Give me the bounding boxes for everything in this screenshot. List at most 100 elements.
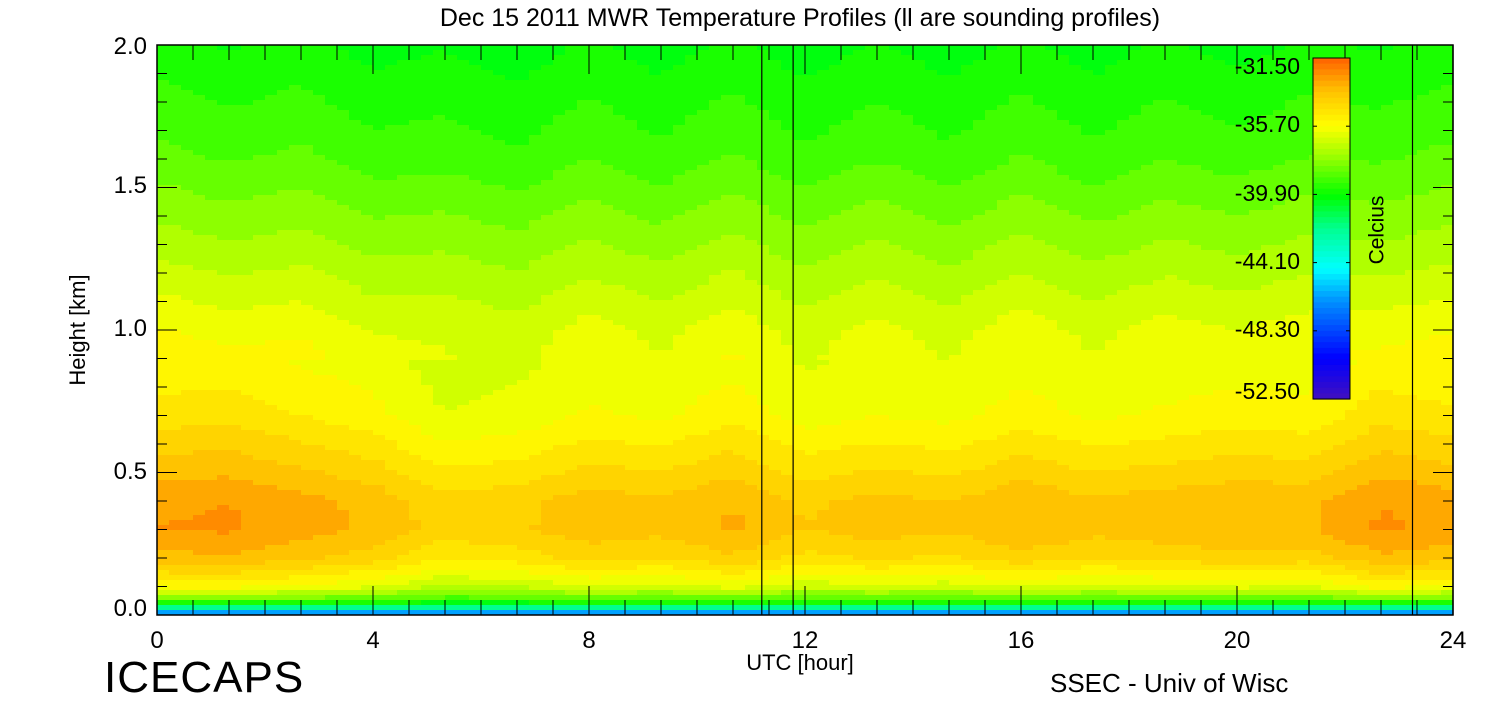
heatmap-cell xyxy=(361,50,374,56)
heatmap-cell xyxy=(481,380,494,386)
heatmap-cell xyxy=(505,180,518,186)
heatmap-cell xyxy=(625,70,638,76)
heatmap-cell xyxy=(457,100,470,106)
heatmap-cell xyxy=(517,595,530,601)
heatmap-cell xyxy=(181,150,194,156)
heatmap-cell xyxy=(517,350,530,356)
heatmap-cell xyxy=(205,115,218,121)
heatmap-cell xyxy=(397,350,410,356)
heatmap-cell xyxy=(337,435,350,441)
heatmap-cell xyxy=(205,355,218,361)
heatmap-cell xyxy=(445,605,458,611)
heatmap-cell xyxy=(169,50,182,56)
heatmap-cell xyxy=(169,365,182,371)
heatmap-cell xyxy=(421,400,434,406)
heatmap-cell xyxy=(313,250,326,256)
heatmap-cell xyxy=(493,430,506,436)
heatmap-cell xyxy=(337,605,350,611)
heatmap-cell xyxy=(253,440,266,446)
heatmap-cell xyxy=(397,165,410,171)
heatmap-cell xyxy=(505,255,518,261)
heatmap-cell xyxy=(565,65,578,71)
heatmap-cell xyxy=(481,535,494,541)
heatmap-cell xyxy=(517,435,530,441)
heatmap-cell xyxy=(217,385,230,391)
heatmap-cell xyxy=(373,335,386,341)
heatmap-cell xyxy=(469,530,482,536)
heatmap-cell xyxy=(325,385,338,391)
heatmap-cell xyxy=(277,325,290,331)
heatmap-cell xyxy=(505,595,518,601)
heatmap-cell xyxy=(325,300,338,306)
heatmap-cell xyxy=(613,360,626,366)
heatmap-cell xyxy=(409,365,422,371)
heatmap-cell xyxy=(349,400,362,406)
heatmap-cell xyxy=(601,505,614,511)
heatmap-cell xyxy=(337,440,350,446)
heatmap-cell xyxy=(205,185,218,191)
heatmap-cell xyxy=(205,485,218,491)
heatmap-cell xyxy=(625,445,638,451)
heatmap-cell xyxy=(157,565,170,571)
heatmap-cell xyxy=(493,605,506,611)
heatmap-cell xyxy=(589,145,602,151)
heatmap-cell xyxy=(661,480,674,486)
heatmap-cell xyxy=(601,85,614,91)
heatmap-cell xyxy=(553,200,566,206)
heatmap-cell xyxy=(157,365,170,371)
heatmap-cell xyxy=(445,450,458,456)
heatmap-cell xyxy=(505,105,518,111)
heatmap-cell xyxy=(325,205,338,211)
heatmap-cell xyxy=(541,245,554,251)
heatmap-cell xyxy=(577,435,590,441)
heatmap-cell xyxy=(373,295,386,301)
heatmap-cell xyxy=(421,205,434,211)
heatmap-cell xyxy=(577,340,590,346)
heatmap-cell xyxy=(385,565,398,571)
heatmap-cell xyxy=(385,395,398,401)
heatmap-cell xyxy=(481,440,494,446)
heatmap-cell xyxy=(241,150,254,156)
heatmap-cell xyxy=(241,595,254,601)
heatmap-cell xyxy=(409,55,422,61)
heatmap-cell xyxy=(169,385,182,391)
heatmap-cell xyxy=(157,455,170,461)
heatmap-cell xyxy=(601,200,614,206)
heatmap-cell xyxy=(421,570,434,576)
heatmap-cell xyxy=(673,370,686,376)
heatmap-cell xyxy=(457,180,470,186)
heatmap-cell xyxy=(589,350,602,356)
heatmap-cell xyxy=(337,360,350,366)
heatmap-cell xyxy=(385,210,398,216)
heatmap-cell xyxy=(181,155,194,161)
heatmap-cell xyxy=(553,370,566,376)
heatmap-cell xyxy=(589,135,602,141)
heatmap-cell xyxy=(385,465,398,471)
heatmap-cell xyxy=(337,470,350,476)
heatmap-cell xyxy=(457,160,470,166)
heatmap-cell xyxy=(673,465,686,471)
heatmap-cell xyxy=(385,280,398,286)
heatmap-cell xyxy=(385,410,398,416)
heatmap-cell xyxy=(541,255,554,261)
heatmap-cell xyxy=(481,395,494,401)
heatmap-cell xyxy=(493,300,506,306)
heatmap-cell xyxy=(205,560,218,566)
heatmap-cell xyxy=(181,385,194,391)
heatmap-cell xyxy=(373,595,386,601)
heatmap-cell xyxy=(325,305,338,311)
heatmap-cell xyxy=(493,540,506,546)
heatmap-cell xyxy=(505,440,518,446)
heatmap-cell xyxy=(505,260,518,266)
heatmap-cell xyxy=(625,480,638,486)
heatmap-cell xyxy=(457,330,470,336)
heatmap-cell xyxy=(445,365,458,371)
heatmap-cell xyxy=(457,475,470,481)
heatmap-cell xyxy=(613,465,626,471)
heatmap-cell xyxy=(313,215,326,221)
heatmap-cell xyxy=(169,210,182,216)
heatmap-cell xyxy=(181,440,194,446)
heatmap-cell xyxy=(241,475,254,481)
heatmap-cell xyxy=(265,580,278,586)
heatmap-cell xyxy=(229,560,242,566)
